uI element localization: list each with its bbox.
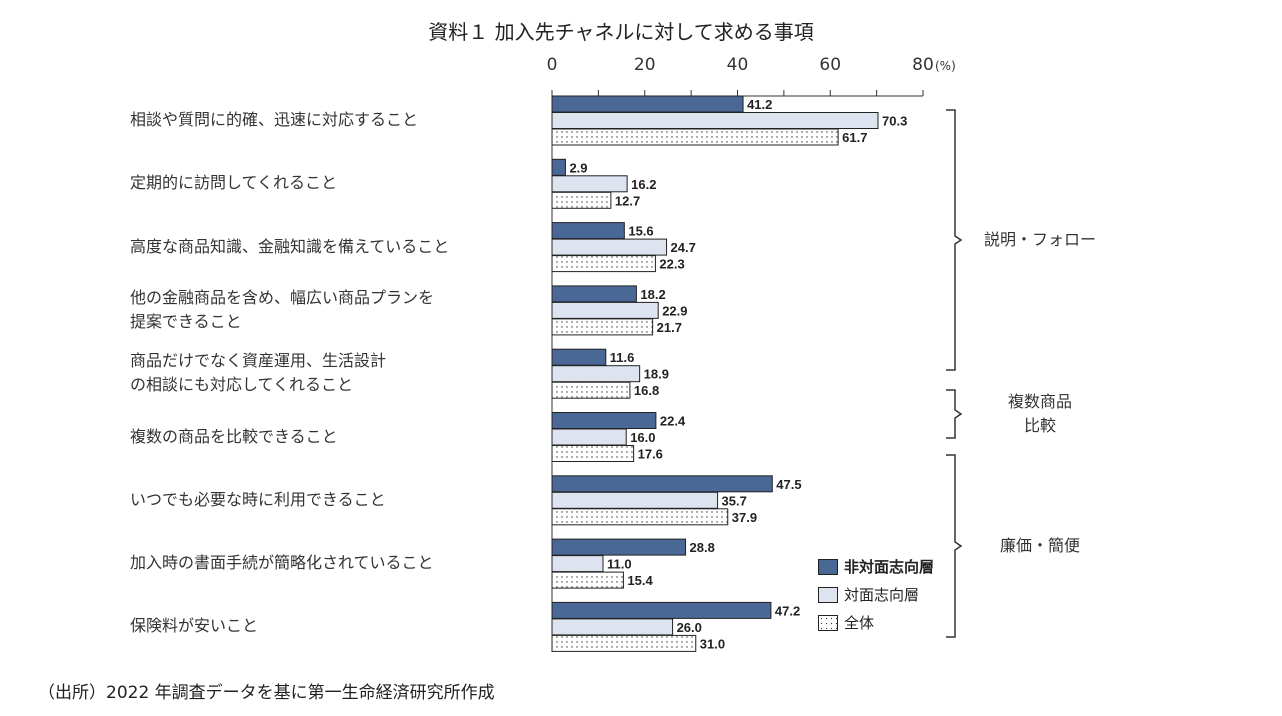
data-label: 70.3: [882, 114, 907, 129]
legend-swatch: [818, 558, 838, 575]
data-label: 47.5: [776, 477, 801, 492]
bar: [551, 238, 668, 256]
data-label: 37.9: [732, 510, 757, 525]
bar: [551, 445, 635, 462]
chart-title: 資料１ 加入先チャネルに対して求める事項: [428, 20, 814, 44]
bar: [551, 222, 625, 240]
bar: [551, 428, 627, 446]
group-label: 複数商品 比較: [1007, 392, 1072, 435]
group-label: 廉価・簡便: [999, 536, 1080, 555]
bar: [551, 175, 628, 193]
bar: [551, 365, 641, 383]
bar: [551, 128, 839, 146]
group-label: 説明・フォロー: [983, 230, 1096, 249]
source-note: （出所）2022 年調査データを基に第一生命経済研究所作成: [38, 683, 495, 703]
x-tick-label: 0: [547, 55, 558, 75]
data-label: 61.7: [842, 130, 867, 145]
legend-label: 対面志向層: [844, 586, 920, 604]
category-label: 定期的に訪問してくれること: [130, 173, 338, 193]
data-label: 17.6: [638, 447, 663, 462]
bar: [551, 191, 612, 209]
data-label: 21.7: [657, 320, 682, 335]
legend-label: 全体: [844, 614, 875, 632]
data-label: 11.6: [610, 350, 635, 365]
data-label: 26.0: [677, 620, 702, 635]
data-label: 35.7: [722, 493, 747, 508]
data-label: 22.4: [660, 414, 686, 429]
group-bracket: [946, 389, 963, 439]
bar: [551, 348, 607, 366]
bar: [551, 508, 729, 526]
bar: [551, 601, 772, 619]
data-label: 11.0: [607, 557, 632, 572]
data-label: 18.9: [644, 367, 669, 382]
data-label: 15.6: [628, 224, 653, 239]
x-tick-label: 60: [819, 55, 841, 75]
bar: [551, 318, 654, 336]
category-label: 加入時の書面手続が簡略化されていること: [130, 553, 434, 573]
data-label: 16.2: [631, 177, 656, 192]
bar: [551, 381, 631, 399]
category-label: 複数の商品を比較できること: [130, 426, 338, 446]
x-tick-label: 40: [727, 55, 749, 75]
bar: [551, 95, 744, 113]
bar: [551, 285, 637, 303]
data-label: 16.0: [630, 430, 655, 445]
data-label: 24.7: [671, 240, 696, 255]
bar: [551, 412, 657, 429]
x-tick-label: 20: [634, 55, 656, 75]
data-label: 47.2: [775, 603, 800, 618]
bar: [551, 475, 773, 493]
data-label: 22.9: [662, 303, 687, 318]
bar: [551, 112, 879, 129]
data-label: 18.2: [640, 287, 665, 302]
category-label: 保険料が安いこと: [130, 616, 259, 636]
bar: [551, 571, 624, 589]
bar: [551, 555, 604, 573]
x-tick-label: 80: [912, 55, 934, 75]
category-label: 商品だけでなく資産運用、生活設計 の相談にも対応してくれること: [130, 351, 387, 395]
data-label: 22.3: [659, 257, 684, 272]
data-label: 12.7: [615, 193, 640, 208]
group-bracket: [946, 454, 963, 638]
bar: [551, 634, 697, 652]
data-label: 2.9: [569, 160, 587, 175]
legend-swatch: [818, 614, 838, 631]
bar: [551, 255, 656, 273]
legend-label: 非対面志向層: [844, 558, 935, 576]
data-label: 28.8: [690, 540, 715, 555]
category-label: いつでも必要な時に利用できること: [130, 489, 386, 509]
data-label: 15.4: [627, 573, 653, 588]
data-label: 41.2: [747, 97, 772, 112]
category-label: 他の金融商品を含め、幅広い商品プランを 提案できること: [130, 287, 435, 331]
bar: [551, 158, 566, 176]
data-label: 31.0: [700, 636, 725, 651]
legend-item-2: 全体: [818, 612, 874, 633]
category-label: 相談や質問に的確、迅速に対応すること: [130, 110, 419, 129]
bar: [551, 538, 687, 556]
bar: [551, 618, 674, 636]
group-bracket: [946, 109, 963, 371]
unit-label: (%): [935, 59, 956, 73]
legend-swatch: [818, 586, 838, 603]
data-label: 16.8: [634, 383, 659, 398]
legend-item-1: 対面志向層: [818, 584, 919, 605]
category-label: 高度な商品知識、金融知識を備えていること: [130, 236, 450, 256]
bar: [551, 301, 659, 319]
bar: [551, 491, 719, 509]
legend-item-0: 非対面志向層: [818, 556, 934, 577]
